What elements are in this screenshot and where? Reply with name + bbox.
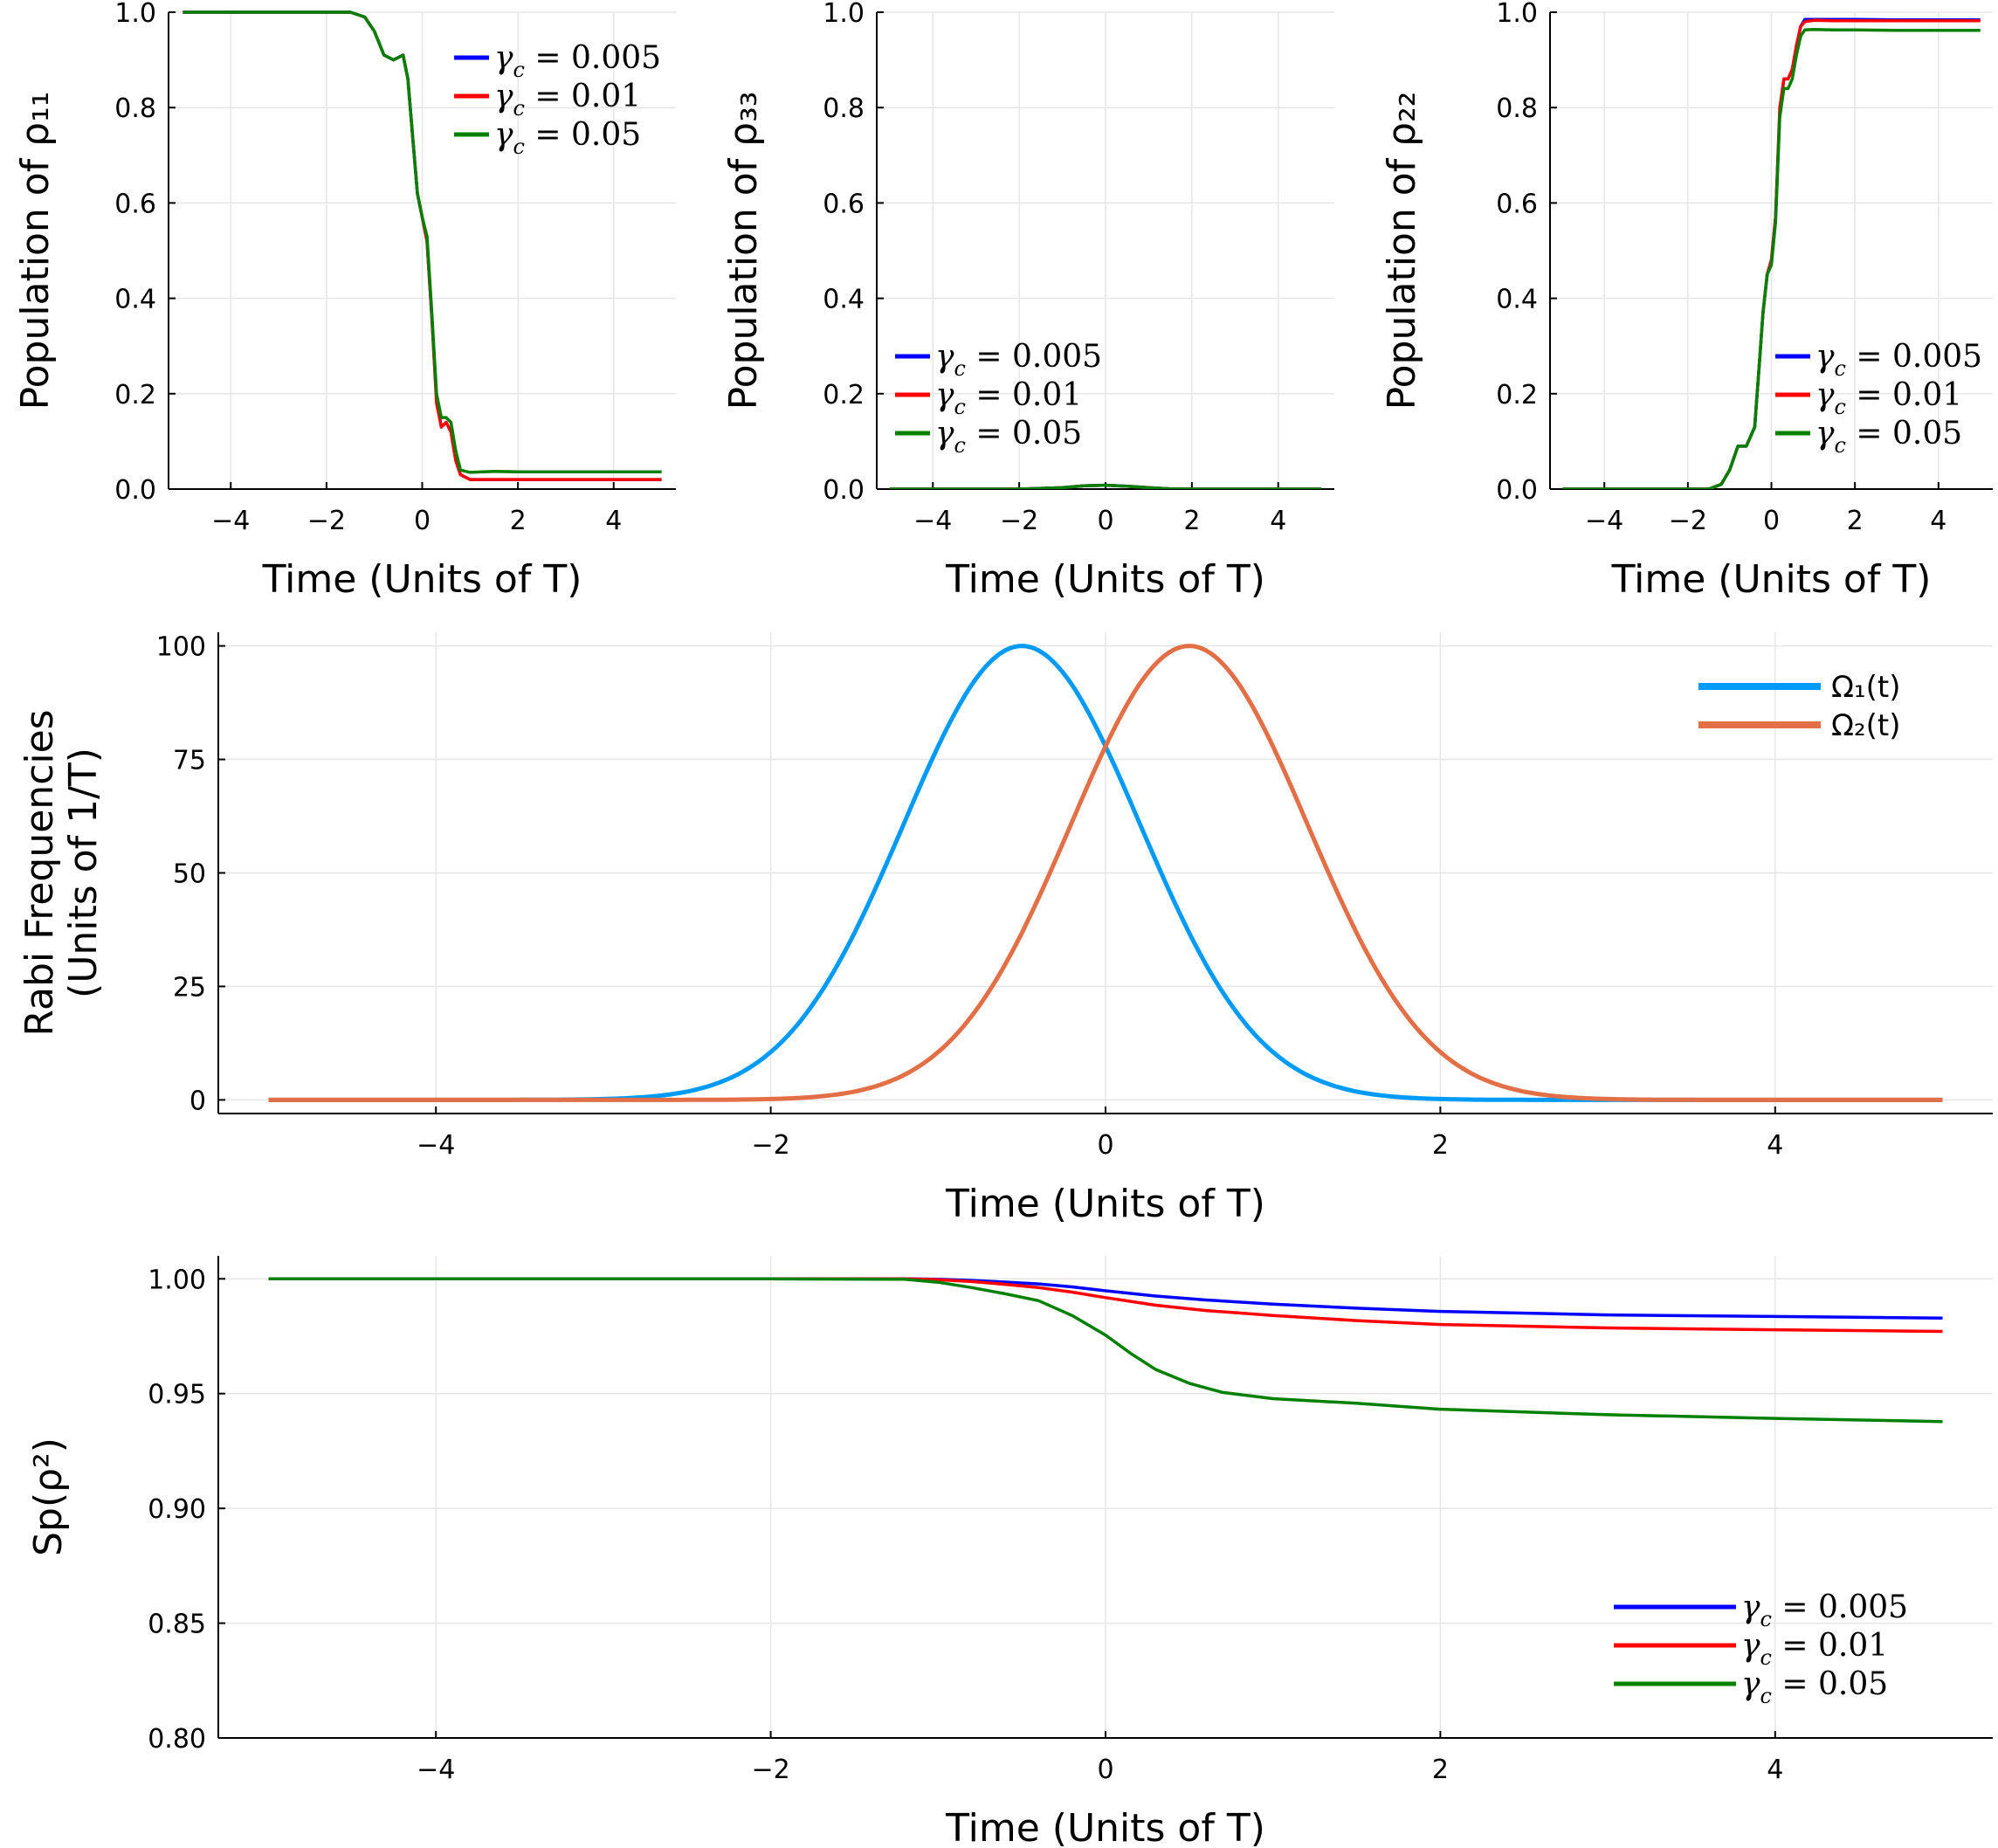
y-tick-label: 100 <box>156 632 206 663</box>
y-tick-label: 0.4 <box>1496 285 1538 315</box>
series-line <box>268 644 1943 1102</box>
x-tick-label: −2 <box>751 1755 789 1785</box>
x-tick-label: 2 <box>510 506 527 536</box>
y-tick-label: 1.0 <box>823 0 865 29</box>
y-tick-label: 75 <box>173 746 206 776</box>
panel-rho33: −4 −2 0 2 4 0.0 0.2 0.4 0.6 0.8 1.0 Time (Units of … <box>721 0 1334 602</box>
legend-label: γc = 0.005 <box>1741 1589 1908 1631</box>
y-tick-label: 0.2 <box>823 380 865 410</box>
y-tick-label: 0.6 <box>823 189 865 219</box>
legend-label: γc = 0.05 <box>1815 416 1962 458</box>
x-tick-label: 4 <box>1767 1755 1783 1785</box>
x-tick-label: −2 <box>751 1130 789 1161</box>
y-tick-label: 0.6 <box>1496 189 1538 219</box>
x-tick-label: −2 <box>1000 506 1038 536</box>
y-axis-label: Population of ρ₂₂ <box>1380 92 1424 410</box>
y-tick-label: 1.0 <box>114 0 156 29</box>
y-tick-label: 0.80 <box>148 1724 206 1755</box>
x-axis-label: Time (Units of T) <box>1611 557 1932 602</box>
series-line <box>268 1277 1943 1424</box>
x-tick-label: −4 <box>1585 506 1623 536</box>
y-tick-label: 0.0 <box>823 475 865 506</box>
y-tick-label: 0.4 <box>114 285 156 315</box>
legend: Ω₁(t)Ω₂(t) <box>1698 670 1900 743</box>
legend-label: γc = 0.05 <box>935 416 1082 458</box>
x-axis-label: Time (Units of T) <box>262 557 582 602</box>
y-tick-label: 0.2 <box>1496 380 1538 410</box>
legend-label: γc = 0.01 <box>1741 1628 1888 1670</box>
x-tick-label: 0 <box>1763 506 1780 536</box>
y-axis-label: Population of ρ₁₁ <box>13 92 58 410</box>
x-tick-label: −4 <box>417 1755 455 1785</box>
series-line <box>183 10 662 474</box>
x-tick-label: 0 <box>1097 1755 1113 1785</box>
series-line <box>268 1277 1943 1334</box>
panel-rabi-frequencies: −4 −2 0 2 4 0 25 50 75 100 Time (Units of T) Rabi F… <box>17 632 1993 1226</box>
panel-rho11: −4 −2 0 2 4 0.0 0.2 0.4 0.6 0.8 1.0 Time (Units of … <box>13 0 676 602</box>
legend-label: γc = 0.01 <box>494 79 641 121</box>
x-tick-label: −4 <box>211 506 250 536</box>
x-tick-label: 4 <box>1767 1130 1783 1161</box>
y-tick-label: 0.85 <box>148 1610 206 1640</box>
y-tick-label: 1.0 <box>1496 0 1538 29</box>
y-tick-label: 0.8 <box>114 93 156 124</box>
x-tick-label: −2 <box>307 506 346 536</box>
x-tick-label: −2 <box>1669 506 1707 536</box>
x-tick-label: −4 <box>417 1130 455 1161</box>
y-axis-label: Rabi Frequencies(Units of 1/T) <box>17 709 106 1036</box>
panel-rho22: −4 −2 0 2 4 0.0 0.2 0.4 0.6 0.8 1.0 Time (Units of … <box>1380 0 1993 602</box>
x-tick-label: 2 <box>1432 1130 1449 1161</box>
x-axis-label: Time (Units of T) <box>945 1806 1265 1848</box>
y-tick-label: 25 <box>173 972 206 1003</box>
legend-label: γc = 0.005 <box>935 339 1102 381</box>
legend-label: γc = 0.005 <box>494 40 661 82</box>
y-axis-label: Sp(ρ²) <box>26 1438 71 1556</box>
legend-label: γc = 0.05 <box>1741 1666 1888 1708</box>
y-tick-label: 0.0 <box>1496 475 1538 506</box>
x-tick-label: 2 <box>1432 1755 1449 1785</box>
legend-label: γc = 0.05 <box>494 117 641 159</box>
legend-label: γc = 0.01 <box>1815 377 1962 419</box>
x-axis-label: Time (Units of T) <box>945 557 1265 602</box>
y-tick-label: 50 <box>173 859 206 890</box>
y-tick-label: 0.2 <box>114 380 156 410</box>
y-tick-label: 0 <box>189 1086 206 1116</box>
legend-label: Ω₁(t) <box>1831 670 1900 705</box>
x-tick-label: −4 <box>913 506 952 536</box>
x-tick-label: 0 <box>1097 1130 1113 1161</box>
y-tick-label: 0.90 <box>148 1494 206 1525</box>
x-tick-label: 4 <box>1930 506 1946 536</box>
series-line <box>889 483 1322 489</box>
x-axis-label: Time (Units of T) <box>945 1182 1265 1226</box>
y-tick-label: 0.0 <box>114 475 156 506</box>
y-tick-label: 0.6 <box>114 189 156 219</box>
x-tick-label: 2 <box>1183 506 1200 536</box>
x-tick-label: 4 <box>1270 506 1286 536</box>
y-tick-label: 0.95 <box>148 1380 206 1410</box>
series-line <box>1562 27 1981 489</box>
y-axis-label: Population of ρ₃₃ <box>721 92 766 410</box>
legend-label: γc = 0.005 <box>1815 339 1982 381</box>
legend-label: Ω₂(t) <box>1831 708 1900 743</box>
x-tick-label: 0 <box>414 506 431 536</box>
x-tick-label: 2 <box>1847 506 1864 536</box>
y-tick-label: 0.8 <box>1496 93 1538 124</box>
y-tick-label: 0.8 <box>823 93 865 124</box>
x-tick-label: 4 <box>605 506 622 536</box>
legend-label: γc = 0.01 <box>935 377 1082 419</box>
y-tick-label: 0.4 <box>823 285 865 315</box>
y-tick-label: 1.00 <box>148 1265 206 1295</box>
x-tick-label: 0 <box>1097 506 1113 536</box>
panel-purity: −4 −2 0 2 4 0.80 0.85 0.90 0.95 1.00 Time (Units o… <box>26 1256 1993 1848</box>
